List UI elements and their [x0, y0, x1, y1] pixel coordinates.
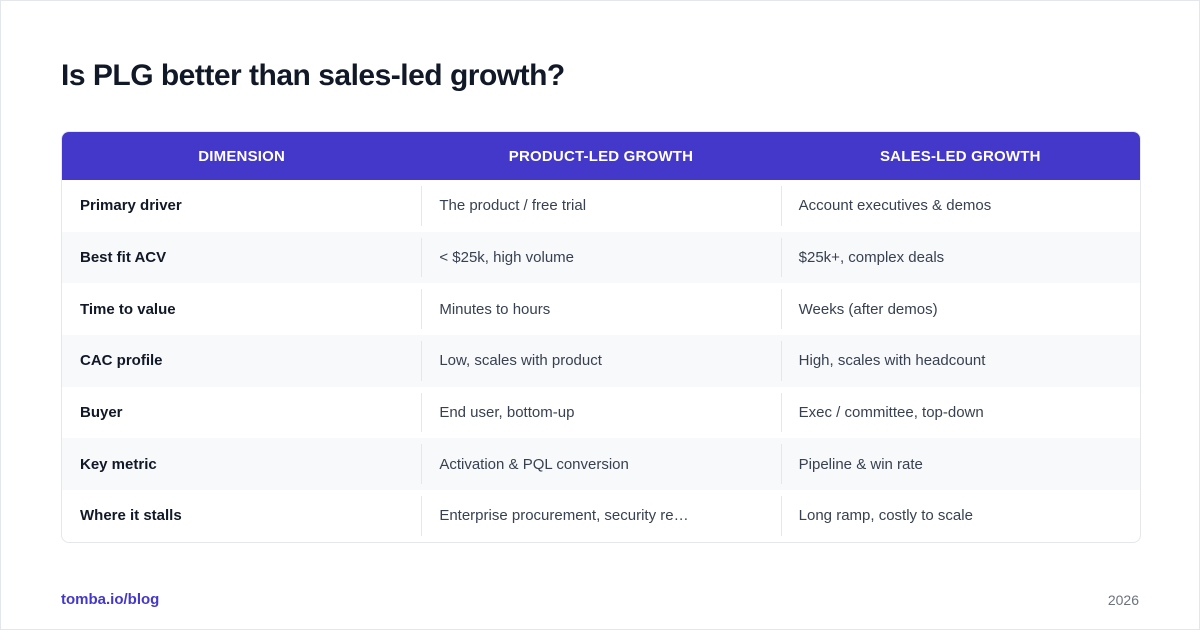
- footer-year: 2026: [1107, 592, 1139, 608]
- row-plg-cell: Enterprise procurement, security re…: [421, 490, 780, 542]
- row-plg-cell: Minutes to hours: [421, 283, 780, 335]
- row-dimension-cell: Buyer: [80, 404, 123, 422]
- row-dimension-cell: CAC profile: [80, 352, 163, 370]
- row-dimension-cell: Best fit ACV: [80, 249, 167, 267]
- row-slg-cell: Long ramp, costly to scale: [780, 490, 1140, 542]
- row-plg-cell: Low, scales with product: [421, 335, 780, 387]
- row-plg-cell: The product / free trial: [421, 180, 780, 232]
- row-dimension-cell: Key metric: [80, 455, 157, 473]
- table-header: DIMENSION PRODUCT-LED GROWTH SALES-LED G…: [62, 132, 1140, 180]
- row-dimension-cell: Time to value: [80, 300, 176, 318]
- comparison-table: DIMENSION PRODUCT-LED GROWTH SALES-LED G…: [61, 131, 1141, 543]
- table-row: Key metric Activation & PQL conversion P…: [62, 438, 1140, 491]
- row-dimension-cell: Where it stalls: [80, 507, 182, 525]
- row-slg-cell: Account executives & demos: [780, 180, 1140, 232]
- table-row: Primary driver The product / free trial …: [62, 180, 1140, 232]
- column-header-product-led: PRODUCT-LED GROWTH: [508, 147, 694, 165]
- page-title: Is PLG better than sales-led growth?: [61, 59, 565, 92]
- row-slg-cell: Pipeline & win rate: [780, 438, 1140, 490]
- table-row: Where it stalls Enterprise procurement, …: [62, 490, 1140, 542]
- row-slg-cell: High, scales with headcount: [780, 335, 1140, 387]
- table-row: Buyer End user, bottom-up Exec / committ…: [62, 387, 1140, 439]
- column-header-sales-led: SALES-LED GROWTH: [879, 147, 1041, 165]
- row-slg-cell: Weeks (after demos): [780, 283, 1140, 335]
- row-slg-cell: $25k+, complex deals: [780, 232, 1140, 284]
- column-header-dimension: DIMENSION: [198, 147, 286, 165]
- blog-link[interactable]: tomba.io/blog: [61, 591, 160, 608]
- table-row: Best fit ACV < $25k, high volume $25k+, …: [62, 231, 1140, 284]
- table-row: CAC profile Low, scales with product Hig…: [62, 335, 1140, 387]
- row-slg-cell: Exec / committee, top-down: [780, 387, 1140, 439]
- row-plg-cell: End user, bottom-up: [421, 387, 780, 439]
- row-plg-cell: Activation & PQL conversion: [421, 438, 780, 490]
- row-plg-cell: < $25k, high volume: [421, 232, 780, 284]
- table-row: Time to value Minutes to hours Weeks (af…: [62, 283, 1140, 335]
- row-dimension-cell: Primary driver: [80, 197, 182, 215]
